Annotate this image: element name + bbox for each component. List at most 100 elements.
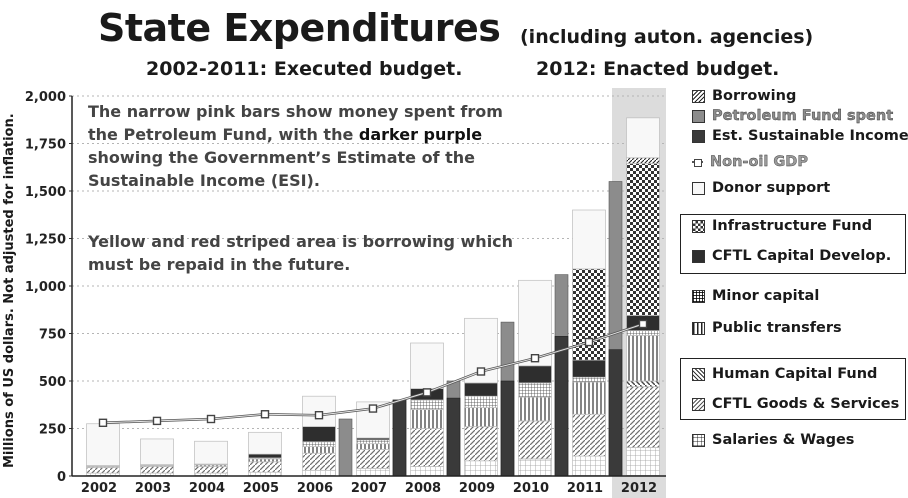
- legend-swatch: [692, 219, 705, 233]
- legend-label: Borrowing: [712, 88, 797, 104]
- x-tick-label: 2008: [405, 481, 441, 496]
- bar-segment-cftl-goods-services: [410, 428, 444, 467]
- legend-label: Human Capital Fund: [712, 366, 878, 382]
- non-oil-gdp-point: [530, 354, 540, 363]
- legend-item-human-capital-fund: Human Capital Fund: [692, 366, 877, 382]
- legend-label: CFTL Capital Develop.: [712, 248, 892, 264]
- non-oil-gdp-point: [152, 416, 162, 426]
- sustainable-income-bar: [554, 336, 569, 477]
- bar-segment-public-transfers: [248, 458, 282, 463]
- legend-label: Public transfers: [712, 320, 842, 336]
- legend-label: Est. Sustainable Income: [712, 128, 908, 144]
- x-tick-label: 2006: [297, 481, 333, 496]
- x-tick-label: 2005: [243, 481, 279, 496]
- legend-swatch: [692, 249, 705, 263]
- bar-segment-cftl-capital-develop: [572, 359, 606, 378]
- legend-group-box-capital: [680, 214, 906, 274]
- bar-segment-cftl-goods-services: [626, 386, 660, 448]
- x-tick-label: 2010: [513, 481, 549, 496]
- y-tick-label: 500: [39, 375, 66, 390]
- chart-title: State Expenditures: [98, 6, 501, 50]
- bar-segment-minor-capital: [518, 382, 552, 398]
- y-tick-label: 1,000: [25, 280, 66, 295]
- bar-segment-cftl-goods-services: [194, 466, 228, 474]
- bar-segment-salaries-wages: [410, 466, 444, 477]
- bar-segment-public-transfers: [302, 446, 336, 454]
- chart-title-note: (including auton. agencies): [520, 26, 814, 48]
- legend-item-infrastructure-fund: Infrastructure Fund: [692, 218, 872, 234]
- legend-item-petroleum-fund-spent: Petroleum Fund spent: [692, 108, 893, 124]
- legend-label: Minor capital: [712, 288, 820, 304]
- legend-marker: [693, 158, 702, 167]
- bar-segment-cftl-capital-develop: [464, 382, 498, 397]
- legend-swatch: [692, 181, 705, 195]
- sustainable-income-bar: [500, 380, 515, 477]
- sustainable-income-bar: [446, 397, 461, 477]
- bar-segment-cftl-capital-develop: [248, 453, 282, 459]
- bar-segment-salaries-wages: [464, 460, 498, 477]
- non-oil-gdp-point: [98, 418, 108, 427]
- x-tick-label: 2007: [351, 481, 387, 496]
- y-axis-label: Millions of US dollars. Not adjusted for…: [2, 113, 17, 468]
- bar-segment-public-transfers: [410, 409, 444, 429]
- x-tick-label: 2011: [567, 481, 603, 496]
- legend-swatch: [692, 433, 705, 447]
- bar-segment-cftl-goods-services: [86, 467, 120, 474]
- y-tick-label: 250: [39, 423, 66, 438]
- bar-segment-cftl-capital-develop: [518, 365, 552, 384]
- legend-swatch: [692, 321, 705, 335]
- bar-segment-borrowing: [626, 157, 660, 164]
- bar-segment-cftl-goods-services: [464, 426, 498, 462]
- legend-swatch: [692, 109, 705, 123]
- bar-segment-salaries-wages: [302, 469, 336, 477]
- bar-segment-cftl-capital-develop: [302, 426, 336, 443]
- annotation-text-a: The narrow pink bars show money spent fr…: [88, 102, 503, 144]
- y-tick-label: 1,250: [25, 233, 66, 248]
- bar-segment-minor-capital: [356, 439, 390, 445]
- legend-item-donor-support: Donor support: [692, 180, 830, 196]
- legend-swatch: [692, 367, 705, 381]
- bar-segment-cftl-goods-services: [302, 452, 336, 471]
- legend-group-box-recurrent: [680, 358, 906, 420]
- legend-label: Donor support: [712, 180, 831, 196]
- bar-segment-public-transfers: [572, 381, 606, 415]
- bar-segment-cftl-goods-services: [356, 449, 390, 469]
- sustainable-income-bar: [608, 349, 623, 477]
- bar-segment-donor-support: [86, 423, 120, 466]
- bar-segment-minor-capital: [626, 330, 660, 336]
- legend-item-salaries-wages: Salaries & Wages: [692, 432, 854, 448]
- x-tick-label: 2002: [81, 481, 117, 496]
- subtitle-executed: 2002-2011: Executed budget.: [146, 58, 463, 80]
- bar-segment-public-transfers: [626, 335, 660, 382]
- bar-segment-donor-support: [572, 209, 606, 270]
- sustainable-income-bar: [392, 399, 407, 477]
- legend-item-non-oil-gdp: Non-oil GDP: [692, 154, 808, 170]
- bar-segment-cftl-goods-services: [140, 466, 174, 474]
- bar-segment-donor-support: [410, 342, 444, 389]
- non-oil-gdp-point: [260, 410, 270, 419]
- bar-segment-salaries-wages: [356, 468, 390, 477]
- legend-swatch: [692, 129, 705, 143]
- x-tick-label: 2004: [189, 481, 225, 496]
- y-tick-label: 1,500: [25, 185, 66, 200]
- legend-item-public-transfers: Public transfers: [692, 320, 842, 336]
- bar-segment-donor-support: [140, 438, 174, 465]
- legend-swatch: [692, 289, 705, 303]
- bar-segment-salaries-wages: [518, 458, 552, 477]
- bar-segment-cftl-goods-services: [518, 420, 552, 460]
- non-oil-gdp-point: [584, 337, 594, 347]
- legend-item-cftl-capital-develop: CFTL Capital Develop.: [692, 248, 891, 264]
- legend-swatch: [692, 89, 705, 103]
- bar-segment-human-capital-fund: [626, 380, 660, 388]
- bar-segment-minor-capital: [302, 441, 336, 447]
- y-tick-label: 750: [39, 328, 66, 343]
- bar-segment-donor-support: [518, 279, 552, 367]
- annotation-text-b: darker purple: [358, 125, 483, 144]
- y-tick-label: 0: [57, 470, 66, 485]
- legend-item-minor-capital: Minor capital: [692, 288, 819, 304]
- annotation-borrowing: Yellow and red striped area is borrowing…: [88, 232, 514, 274]
- bar-segment-cftl-goods-services: [248, 461, 282, 473]
- petroleum-fund-bar: [338, 418, 353, 477]
- y-tick-label: 2,000: [25, 90, 66, 105]
